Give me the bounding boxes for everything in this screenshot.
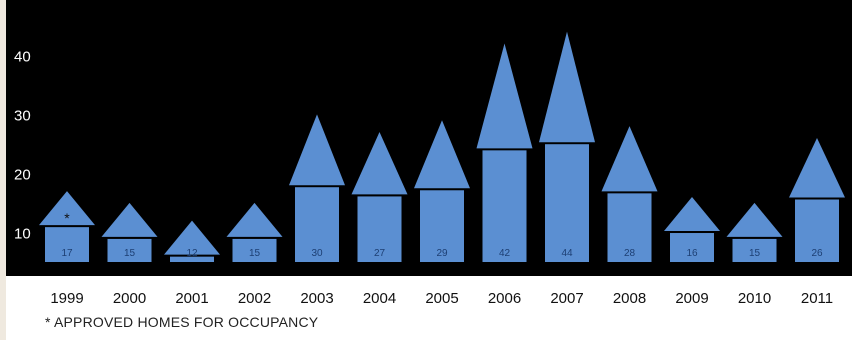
house-bar: 44 [539, 31, 595, 262]
left-edge-strip [0, 0, 6, 340]
x-tick-label: 2000 [113, 290, 146, 307]
x-tick-label: 2003 [300, 290, 333, 307]
house-body [357, 196, 402, 262]
house-bar: 15 [726, 202, 783, 262]
x-tick-label: 1999 [50, 290, 83, 307]
house-bar: 15 [226, 202, 283, 262]
house-bar: 27 [351, 132, 408, 262]
house-body [170, 256, 214, 262]
data-label: 42 [499, 248, 511, 259]
data-label: 17 [61, 248, 73, 259]
x-tick-label: 2011 [801, 290, 833, 307]
house-bar: 28 [601, 126, 658, 262]
house-roof [226, 202, 283, 237]
house-roof [101, 202, 158, 237]
house-bar: 12 [164, 220, 220, 262]
data-label: 30 [311, 248, 323, 259]
house-body [232, 238, 277, 262]
house-roof [539, 31, 595, 143]
footnote: * APPROVED HOMES FOR OCCUPANCY [45, 314, 319, 330]
data-label: 28 [624, 248, 636, 259]
x-tick-label: 2008 [613, 290, 646, 307]
house-body [732, 238, 777, 262]
x-axis-labels: 1999 2000 2001 2002 2003 2004 2005 2006 2007 2008… [50, 290, 833, 307]
house-body [670, 233, 714, 262]
house-roof [601, 126, 658, 192]
house-bar: 42 [476, 43, 533, 262]
house-bar: 17 * [39, 191, 95, 262]
y-axis-ticks: 10 20 30 40 [14, 48, 31, 242]
house-bar: 15 [101, 202, 158, 262]
x-tick-label: 2004 [363, 290, 396, 307]
data-label: 16 [686, 248, 698, 259]
house-roof [664, 197, 720, 232]
house-bars: 17 * 15 12 15 30 27 29 42 44 28 16 15 26 [39, 31, 845, 262]
x-tick-label: 2005 [425, 290, 458, 307]
house-roof [164, 220, 220, 255]
house-roof [789, 137, 845, 198]
data-label: 29 [436, 248, 448, 259]
x-tick-label: 2001 [175, 290, 208, 307]
house-roof [476, 43, 533, 149]
house-body [795, 199, 839, 262]
house-roof [414, 120, 470, 189]
house-bar: 30 [289, 114, 345, 262]
x-tick-label: 2006 [488, 290, 521, 307]
data-label: 44 [561, 248, 573, 259]
house-bar: 16 [664, 197, 720, 262]
house-bar: 26 [789, 137, 845, 262]
data-label: 15 [249, 248, 261, 259]
house-roof [726, 202, 783, 237]
house-body [482, 150, 527, 262]
house-body [45, 227, 89, 262]
data-label: 12 [186, 248, 198, 259]
y-tick-label: 40 [14, 48, 31, 65]
house-roof [289, 114, 345, 186]
data-label: 26 [811, 248, 823, 259]
house-bar-chart: 10 20 30 40 17 * 15 12 15 30 27 29 42 44 28 16 15 26 199… [14, 31, 845, 307]
x-tick-label: 2010 [738, 290, 771, 307]
house-body [607, 193, 652, 262]
x-tick-label: 2007 [550, 290, 583, 307]
house-bar: 29 [414, 120, 470, 262]
house-body [545, 144, 589, 262]
y-tick-label: 20 [14, 166, 31, 183]
data-label: 27 [374, 248, 386, 259]
y-tick-label: 30 [14, 107, 31, 124]
data-label: 15 [749, 248, 761, 259]
data-label: 15 [124, 248, 136, 259]
house-body [420, 190, 464, 262]
y-tick-label: 10 [14, 225, 31, 242]
house-roof [351, 132, 408, 195]
x-tick-label: 2009 [675, 290, 708, 307]
house-roof [39, 191, 95, 226]
marker-asterisk: * [64, 210, 70, 226]
house-body [107, 238, 152, 262]
house-body [295, 187, 339, 262]
x-tick-label: 2002 [238, 290, 271, 307]
